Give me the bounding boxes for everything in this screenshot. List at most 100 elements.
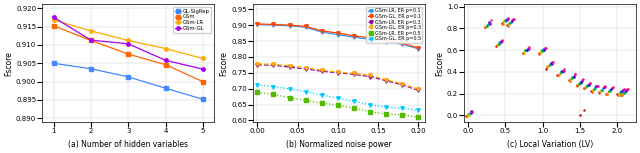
Point xyxy=(596,88,606,91)
Point xyxy=(616,93,626,96)
Point xyxy=(617,90,627,93)
GSm-GL, ER p=0.3 xyxy=(415,88,422,90)
Point xyxy=(508,20,518,22)
Point xyxy=(591,85,602,87)
Point xyxy=(496,41,506,43)
Point xyxy=(520,49,531,52)
GSm-GL, ER p=0.5 xyxy=(253,84,261,86)
GSm-GL, ER p=0.3 xyxy=(334,71,342,73)
Point xyxy=(547,62,557,65)
GSm-LR, ER p=0.3 xyxy=(253,64,261,66)
Point xyxy=(521,48,531,51)
Point xyxy=(542,66,552,69)
Point xyxy=(502,19,512,21)
Point xyxy=(518,51,529,54)
Point xyxy=(573,83,584,85)
Line: GSm-LR, ER p=0.3: GSm-LR, ER p=0.3 xyxy=(255,63,420,92)
GSm-LR, ER p=0.3 xyxy=(366,76,374,78)
Point xyxy=(580,85,591,88)
GSm xyxy=(162,64,170,66)
Point xyxy=(483,24,493,27)
Y-axis label: Fscore: Fscore xyxy=(435,51,444,76)
Point xyxy=(581,86,591,88)
Point xyxy=(556,71,566,74)
GSm-LR, ER p=0.1 xyxy=(334,34,342,36)
Point xyxy=(538,47,548,50)
Point xyxy=(570,73,580,75)
Point xyxy=(569,75,579,77)
Point xyxy=(463,113,473,115)
GSm-LR, ER p=0.3 xyxy=(285,66,293,68)
GSm-LR xyxy=(87,30,95,32)
Point xyxy=(497,40,507,43)
Line: GSm-GL, ER p=0.3: GSm-GL, ER p=0.3 xyxy=(255,62,420,91)
Point xyxy=(545,62,556,65)
Point xyxy=(553,74,563,76)
GSm-LR, ER p=0.1 xyxy=(285,25,293,27)
X-axis label: (a) Number of hidden variables: (a) Number of hidden variables xyxy=(68,140,188,149)
GSm-GL, ER p=0.3 xyxy=(383,79,390,81)
GSm-LR, ER p=0.3 xyxy=(399,84,406,86)
GSm-GL, ER p=0.1 xyxy=(253,23,261,25)
Point xyxy=(596,89,607,92)
Point xyxy=(504,22,514,24)
Point xyxy=(467,110,477,113)
GL-SigRep xyxy=(199,98,207,100)
Point xyxy=(494,41,504,43)
Point xyxy=(499,20,509,22)
Point xyxy=(485,22,495,25)
Point xyxy=(589,88,599,91)
Point xyxy=(602,93,612,95)
Point xyxy=(501,19,511,22)
Point xyxy=(559,69,569,72)
Point xyxy=(598,86,609,88)
GSm-LR, ER p=0.3 xyxy=(383,80,390,82)
Point xyxy=(495,42,505,44)
Point xyxy=(582,83,592,86)
GSm-LR xyxy=(50,19,58,21)
Line: GSm-GL, ER p=0.1: GSm-GL, ER p=0.1 xyxy=(255,22,420,50)
Point xyxy=(572,83,582,85)
Point xyxy=(484,21,494,23)
Y-axis label: Fscore: Fscore xyxy=(4,51,13,76)
GSm-GL, ER p=0.5 xyxy=(302,91,310,93)
GL-SigRep xyxy=(50,62,58,64)
Point xyxy=(481,25,491,28)
Point xyxy=(579,87,589,90)
GSm-LR, ER p=0.1 xyxy=(253,24,261,25)
Point xyxy=(620,90,630,93)
Line: GSm-GL: GSm-GL xyxy=(52,16,205,71)
GSm-GL, ER p=0.1 xyxy=(383,40,390,42)
Point xyxy=(621,90,631,92)
Point xyxy=(575,81,585,83)
GSm-LR, ER p=0.5 xyxy=(253,91,261,93)
GSm-LR, ER p=0.5 xyxy=(350,107,358,109)
Point xyxy=(541,47,551,49)
Point xyxy=(466,111,476,114)
Point xyxy=(574,83,584,85)
X-axis label: (b) Normalized noise power: (b) Normalized noise power xyxy=(286,140,392,149)
Point xyxy=(538,49,548,52)
Point xyxy=(617,93,627,95)
GSm-GL, ER p=0.5 xyxy=(350,101,358,102)
Point xyxy=(519,51,529,54)
GSm-LR xyxy=(199,58,207,59)
Point xyxy=(614,92,624,95)
Point xyxy=(589,88,600,90)
Point xyxy=(502,24,512,27)
Point xyxy=(557,71,567,74)
GSm-GL, ER p=0.5 xyxy=(399,107,406,109)
Point xyxy=(567,77,577,80)
Point xyxy=(591,85,601,88)
Point xyxy=(584,82,594,85)
GSm-LR, ER p=0.5 xyxy=(383,113,390,115)
Point xyxy=(604,90,614,92)
GSm-LR, ER p=0.3 xyxy=(350,73,358,75)
Point xyxy=(614,94,624,96)
Point xyxy=(543,65,554,67)
Point xyxy=(586,90,596,92)
Point xyxy=(595,90,605,93)
Point xyxy=(577,79,588,81)
Point xyxy=(506,21,516,23)
GSm-GL, ER p=0.3 xyxy=(318,69,326,71)
